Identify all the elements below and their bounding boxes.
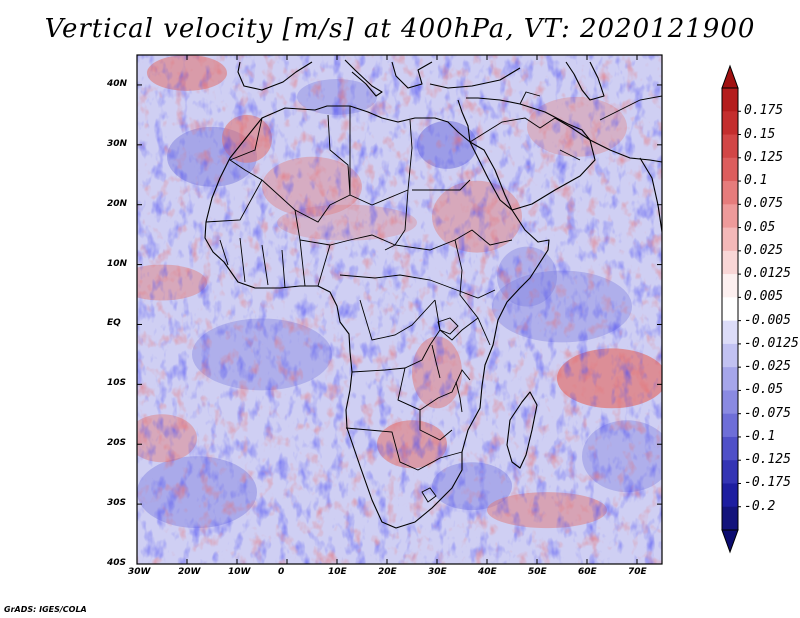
madagascar-coastline [506,391,538,469]
lat-tick-label: 30S [107,498,127,509]
lat-tick-label: 40S [107,558,127,568]
grads-footer: GrADS: IGES/COLA [4,605,87,614]
border-west-africa [219,237,331,289]
colorbar-label: -0.175 [744,475,791,491]
colorbar-swatch [722,436,738,461]
caspian-coastline [565,61,605,101]
border-sahel-band [205,179,513,251]
border-east-africa [434,239,491,346]
border-middle-east [469,91,662,161]
colorbar-label: 0.025 [744,242,784,258]
colorbar-label: -0.0125 [744,335,799,351]
iberia-coastline [237,61,313,91]
colorbar-swatch [722,111,738,136]
lon-tick-label: 20W [178,567,201,577]
border-egypt-sudan [412,179,471,191]
border-sudan-chad [384,189,409,251]
border-lake-tanganyika [431,344,441,379]
colorbar-swatch [722,320,738,345]
colorbar-swatch [722,88,738,112]
colorbar-label: 0.125 [744,149,784,165]
lat-tick-label: 40N [107,78,128,89]
colorbar-swatch [722,460,738,484]
lat-tick-label: 10N [107,258,128,269]
levant-coastline [457,99,471,143]
colorbar-max-arrow [721,64,739,89]
colorbar-frame [721,87,739,531]
colorbar-swatch [722,157,738,182]
colorbar-swatch [722,506,738,531]
anatolia-coastline [429,67,521,89]
colorbar-swatch [722,250,738,275]
lat-tick-label: 10S [107,378,127,389]
lon-tick-label: 0 [278,567,285,577]
border-central-africa [339,274,496,341]
colorbar-swatch [722,297,738,322]
colorbar-swatch [722,483,738,508]
lon-tick-label: 50E [528,567,547,577]
india-coastline [639,157,662,233]
border-lake-victoria [437,317,459,335]
colorbar-label: -0.05 [744,382,784,398]
lon-tick-label: 10E [328,567,347,577]
colorbar-swatch [722,390,738,415]
lon-tick-label: 30E [428,567,447,577]
italy-coastline [344,59,383,97]
speckle-texture [137,55,662,564]
colorbar-label: 0.0125 [744,266,791,282]
balkans-coastline [391,61,433,89]
lon-tick-label: 20E [378,567,397,577]
border-algeria [229,114,351,223]
lon-tick-label: 70E [628,567,647,577]
colorbar-label: 0.1 [744,173,768,189]
lon-tick-label: 10W [228,567,251,577]
lon-tick-label: 40E [478,567,497,577]
colorbar-label: 0.05 [744,219,776,235]
arabia-coastline [466,97,596,211]
persian-gulf-coastline [554,117,662,163]
colorbar-label: 0.15 [744,126,776,142]
axis-ticks [136,55,662,565]
border-lesotho [421,487,437,503]
colorbar-label: -0.025 [744,359,791,375]
colorbar-swatch [722,204,738,229]
colorbar-label: 0.005 [744,289,784,305]
colorbar-swatch [722,274,738,298]
colorbar-label: -0.1 [744,428,776,444]
country-borders [205,91,662,503]
colorbar-label: 0.075 [744,196,784,212]
plot-frame [136,54,663,565]
border-libya [349,106,413,206]
frame-border [136,54,663,565]
colorbar-swatch [722,367,738,391]
colorbar-label: -0.125 [744,452,791,468]
colorbar-swatch [722,413,738,438]
colorbar-swatch [722,227,738,252]
border-southern-africa [345,399,463,471]
lon-tick-label: 30W [128,567,151,577]
lat-tick-label: EQ [107,318,121,329]
lat-tick-label: 20S [107,438,127,449]
lat-tick-label: 20N [107,198,128,209]
plot-area [137,55,662,564]
africa-coastline [204,105,550,529]
colorbar-min-arrow [721,529,739,554]
map-title: Vertical velocity [m/s] at 400hPa, VT: 2… [44,14,756,44]
colorbar-swatch [722,181,738,205]
lat-tick-label: 30N [107,138,128,149]
colorbar-swatch [722,343,738,368]
colorbar-label: -0.005 [744,312,791,328]
lon-tick-label: 60E [578,567,597,577]
colorbar-label: -0.2 [744,498,776,514]
colorbar [721,64,741,554]
border-lake-malawi [455,381,463,413]
colorbar-label: 0.175 [744,103,784,119]
coastlines [204,59,662,529]
colorbar-label: -0.075 [744,405,791,421]
colorbar-swatch [722,134,738,159]
